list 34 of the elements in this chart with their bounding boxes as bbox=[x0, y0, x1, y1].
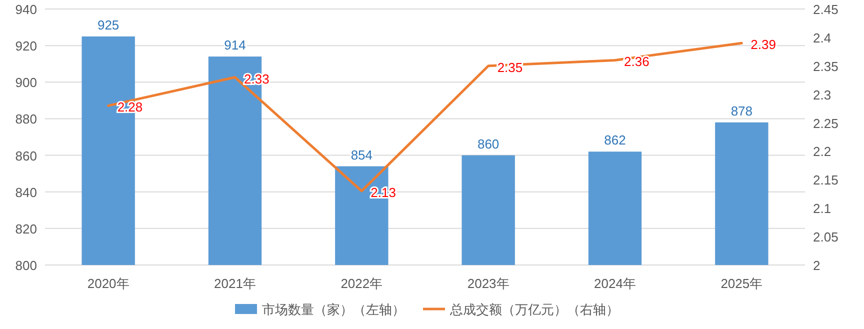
y-tick-label: 860 bbox=[15, 148, 37, 164]
y-tick-label: 820 bbox=[15, 221, 37, 236]
y2-tick-label: 2.1 bbox=[813, 201, 832, 216]
y-tick-label: 900 bbox=[15, 75, 37, 90]
x-tick-label: 2022年 bbox=[340, 276, 383, 291]
legend-label: 市场数量（家）（左轴） bbox=[262, 302, 405, 317]
y-tick-label: 800 bbox=[15, 258, 37, 273]
y2-tick-label: 2.05 bbox=[813, 230, 838, 245]
data-label: 860 bbox=[477, 136, 500, 152]
y2-tick-label: 2.45 bbox=[813, 2, 838, 17]
y2-tick-label: 2.35 bbox=[813, 58, 838, 74]
y2-tick-label: 2 bbox=[813, 258, 820, 273]
data-label: 2.39 bbox=[750, 37, 776, 52]
y2-tick-label: 2.4 bbox=[813, 30, 832, 46]
legend-label: 总成交额（万亿元）（右轴） bbox=[449, 302, 619, 317]
data-label: 854 bbox=[350, 147, 373, 162]
data-label: 2.36 bbox=[624, 54, 650, 70]
data-label: 914 bbox=[224, 38, 246, 53]
data-label: 925 bbox=[97, 17, 120, 32]
x-tick-label: 2021年 bbox=[214, 276, 256, 291]
y-tick-label: 880 bbox=[15, 112, 37, 127]
y-tick-label: 840 bbox=[15, 184, 37, 200]
x-tick-label: 2024年 bbox=[594, 276, 636, 291]
y2-tick-label: 2.2 bbox=[813, 144, 832, 160]
data-label: 878 bbox=[730, 103, 753, 118]
y-tick-label: 920 bbox=[15, 38, 37, 54]
y2-tick-label: 2.15 bbox=[813, 172, 838, 188]
data-label: 862 bbox=[604, 132, 626, 148]
y-tick-label: 940 bbox=[15, 2, 37, 17]
x-tick-label: 2023年 bbox=[467, 276, 510, 291]
x-tick-label: 2020年 bbox=[87, 276, 130, 291]
y2-tick-label: 2.3 bbox=[813, 87, 832, 102]
y2-tick-label: 2.25 bbox=[813, 116, 838, 131]
x-tick-label: 2025年 bbox=[720, 276, 763, 291]
